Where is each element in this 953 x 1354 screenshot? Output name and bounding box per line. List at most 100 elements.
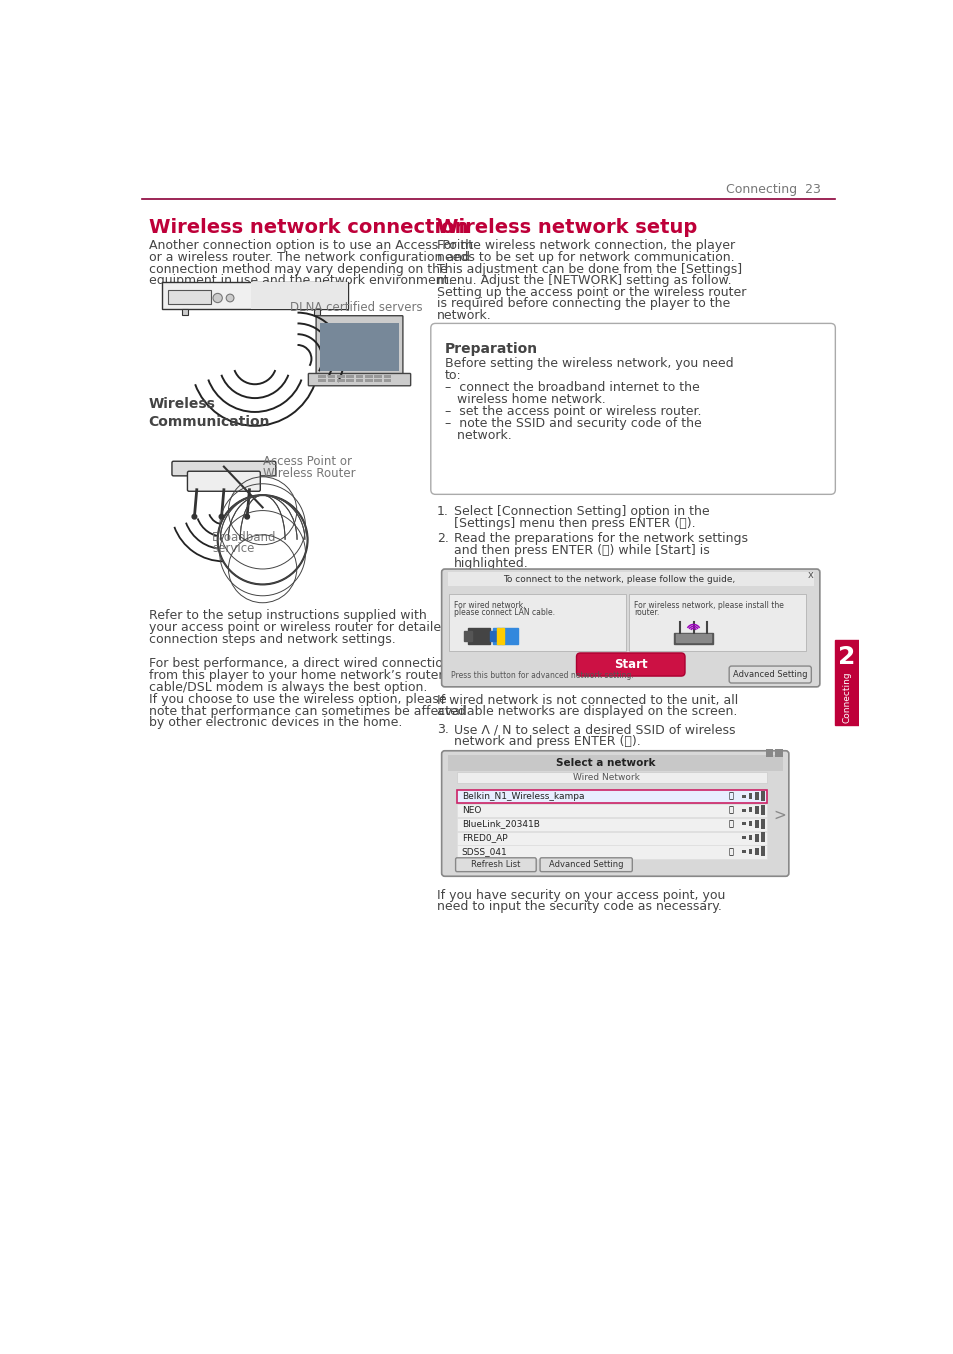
Text: NEO: NEO	[461, 806, 480, 815]
Text: menu. Adjust the [NETWORK] setting as follow.: menu. Adjust the [NETWORK] setting as fo…	[436, 274, 731, 287]
Bar	[748, 793, 752, 799]
Bar	[468, 628, 489, 643]
Text: DLNA certified servers: DLNA certified servers	[290, 301, 422, 314]
Bar	[251, 282, 348, 309]
Circle shape	[217, 496, 307, 585]
Bar	[447, 756, 781, 770]
Bar	[447, 573, 813, 586]
Bar	[328, 375, 335, 378]
Text: –  note the SSID and security code of the: – note the SSID and security code of the	[444, 417, 700, 431]
Text: 🔒: 🔒	[728, 819, 733, 829]
Bar	[374, 375, 381, 378]
Text: For wired network,: For wired network,	[454, 601, 525, 611]
Text: Wired Network: Wired Network	[572, 773, 639, 783]
Text: and then press ENTER (Ⓐ) while [Start] is: and then press ENTER (Ⓐ) while [Start] i…	[454, 544, 709, 558]
Circle shape	[192, 515, 196, 519]
Text: or a wireless router. The network configuration and: or a wireless router. The network config…	[149, 250, 469, 264]
Text: Refresh List: Refresh List	[471, 860, 520, 869]
Text: highlighted.: highlighted.	[454, 556, 528, 570]
Text: –  connect the broadband internet to the: – connect the broadband internet to the	[444, 382, 699, 394]
Circle shape	[219, 515, 224, 519]
Bar	[319, 322, 398, 371]
Bar	[774, 749, 781, 757]
Text: To connect to the network, please follow the guide,: To connect to the network, please follow…	[502, 574, 735, 584]
Bar	[328, 379, 335, 382]
FancyBboxPatch shape	[539, 858, 632, 872]
Text: Press this button for advanced network setting.: Press this button for advanced network s…	[451, 670, 633, 680]
Bar	[456, 772, 766, 783]
Bar	[748, 834, 752, 839]
Bar	[674, 632, 712, 643]
Text: by other electronic devices in the home.: by other electronic devices in the home.	[149, 716, 401, 730]
FancyBboxPatch shape	[308, 374, 410, 386]
Bar	[760, 804, 764, 815]
Text: If you choose to use the wireless option, please: If you choose to use the wireless option…	[149, 693, 446, 705]
Bar	[741, 795, 745, 798]
Text: Select a network: Select a network	[556, 758, 655, 768]
Bar	[355, 379, 363, 382]
Bar	[336, 379, 344, 382]
Text: Setting up the access point or the wireless router: Setting up the access point or the wirel…	[436, 286, 745, 299]
Bar	[314, 309, 319, 315]
Text: For wireless network, please install the: For wireless network, please install the	[633, 601, 783, 611]
Bar	[365, 375, 373, 378]
Text: router.: router.	[633, 608, 659, 617]
Bar	[754, 848, 758, 856]
Bar	[765, 749, 773, 757]
FancyBboxPatch shape	[431, 324, 835, 494]
Text: Wireless network connection: Wireless network connection	[149, 218, 468, 237]
Bar	[383, 379, 391, 382]
Text: Preparation: Preparation	[444, 343, 537, 356]
Bar	[346, 379, 354, 382]
Bar	[497, 628, 499, 643]
Text: to:: to:	[444, 370, 461, 382]
FancyBboxPatch shape	[576, 653, 684, 676]
Bar	[346, 375, 354, 378]
Text: –  set the access point or wireless router.: – set the access point or wireless route…	[444, 405, 700, 418]
Text: Connecting  23: Connecting 23	[725, 183, 820, 196]
Bar	[318, 375, 326, 378]
Text: equipment in use and the network environment.: equipment in use and the network environ…	[149, 274, 452, 287]
Text: Wireless Router: Wireless Router	[262, 467, 355, 479]
Text: If wired network is not connected to the unit, all: If wired network is not connected to the…	[436, 693, 738, 707]
Text: connection steps and network settings.: connection steps and network settings.	[149, 632, 395, 646]
Text: FRED0_AP: FRED0_AP	[461, 833, 507, 842]
FancyBboxPatch shape	[187, 471, 260, 492]
Text: >: >	[772, 808, 785, 823]
Bar	[835, 640, 858, 724]
Bar	[629, 593, 805, 651]
Bar	[464, 631, 472, 640]
Text: please connect LAN cable.: please connect LAN cable.	[454, 608, 555, 617]
Bar	[318, 379, 326, 382]
Bar	[493, 628, 517, 643]
FancyBboxPatch shape	[441, 750, 788, 876]
Text: wireless home network.: wireless home network.	[444, 393, 605, 406]
Text: Advanced Setting: Advanced Setting	[732, 670, 806, 678]
Bar	[500, 628, 504, 643]
Text: your access point or wireless router for detailed: your access point or wireless router for…	[149, 621, 448, 634]
Bar	[760, 791, 764, 800]
Bar	[760, 846, 764, 856]
Bar	[748, 821, 752, 826]
Text: Another connection option is to use an Access Point: Another connection option is to use an A…	[149, 240, 473, 252]
FancyBboxPatch shape	[456, 858, 536, 872]
Bar	[365, 379, 373, 382]
Text: Before setting the wireless network, you need: Before setting the wireless network, you…	[444, 357, 733, 370]
Bar	[383, 375, 391, 378]
Text: available networks are displayed on the screen.: available networks are displayed on the …	[436, 705, 737, 719]
Text: x: x	[807, 570, 813, 581]
Text: network.: network.	[444, 429, 511, 441]
Text: [Settings] menu then press ENTER (Ⓐ).: [Settings] menu then press ENTER (Ⓐ).	[454, 517, 695, 531]
Bar	[754, 821, 758, 827]
Text: 2: 2	[838, 645, 855, 669]
Text: is required before connecting the player to the: is required before connecting the player…	[436, 298, 729, 310]
Circle shape	[213, 294, 222, 303]
FancyBboxPatch shape	[441, 569, 819, 686]
Text: This adjustment can be done from the [Settings]: This adjustment can be done from the [Se…	[436, 263, 741, 276]
FancyBboxPatch shape	[728, 666, 810, 682]
FancyBboxPatch shape	[172, 462, 275, 475]
Text: If you have security on your access point, you: If you have security on your access poin…	[436, 888, 724, 902]
Text: network.: network.	[436, 309, 491, 322]
Text: 1.: 1.	[436, 505, 449, 519]
Text: needs to be set up for network communication.: needs to be set up for network communica…	[436, 250, 734, 264]
